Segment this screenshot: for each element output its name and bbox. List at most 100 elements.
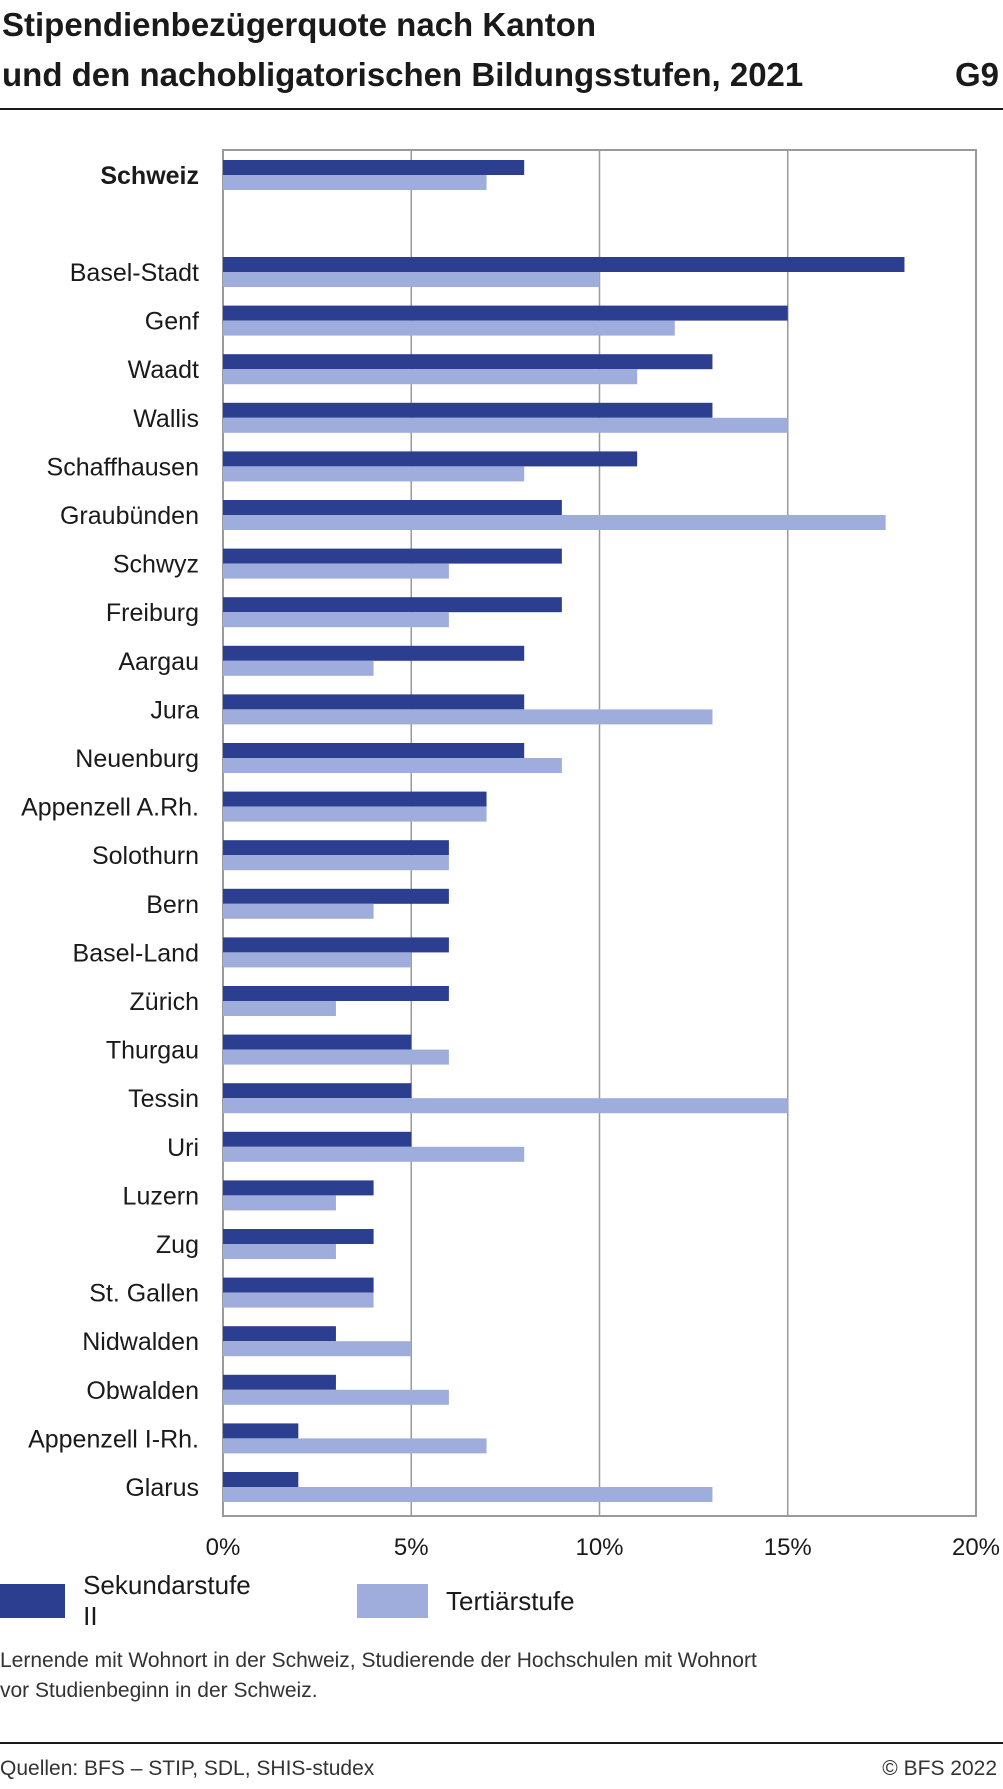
- category-label-9: Aargau: [118, 648, 199, 676]
- bar-sekundarstufe-23: [223, 1326, 336, 1342]
- bottom-divider: [0, 1742, 1003, 1744]
- bar-tertiaerstufe-6: [223, 515, 886, 530]
- category-label-6: Graubünden: [60, 502, 199, 530]
- bar-tertiaerstufe-22: [223, 1292, 374, 1308]
- category-label-2: Genf: [145, 308, 199, 336]
- copyright: © BFS 2022: [882, 1757, 997, 1780]
- bar-tertiaerstufe-4: [223, 417, 788, 433]
- bar-sekundarstufe-10: [223, 694, 525, 710]
- bar-sekundarstufe-12: [223, 791, 487, 807]
- top-divider: [0, 108, 1003, 110]
- bar-chart: Schweiz Basel-Stadt Genf Waadt Wallis Schaffh…: [21, 149, 1000, 1561]
- bar-tertiaerstufe-26: [223, 1487, 713, 1502]
- bar-tertiaerstufe-20: [223, 1195, 336, 1211]
- bar-sekundarstufe-8: [223, 597, 562, 613]
- category-label-19: Uri: [167, 1134, 199, 1162]
- bar-tertiaerstufe-21: [223, 1244, 336, 1259]
- bar-sekundarstufe-25: [223, 1423, 299, 1439]
- bar-tertiaerstufe-13: [223, 855, 449, 871]
- x-tick-label-3: 15%: [764, 1534, 812, 1561]
- x-tick-label-0: 0%: [206, 1534, 241, 1561]
- category-label-15: Basel-Land: [73, 939, 199, 967]
- category-label-10: Jura: [150, 696, 199, 724]
- category-label-8: Freiburg: [106, 599, 199, 627]
- chart-title: Stipendienbezügerquote nach Kanton und d…: [2, 0, 998, 100]
- bar-sekundarstufe-9: [223, 645, 525, 661]
- category-label-13: Solothurn: [92, 842, 199, 870]
- bar-sekundarstufe-16: [223, 986, 449, 1001]
- bar-tertiaerstufe-2: [223, 320, 675, 336]
- bar-tertiaerstufe-9: [223, 660, 374, 676]
- bar-sekundarstufe-13: [223, 840, 449, 856]
- bar-tertiaerstufe-10: [223, 709, 713, 725]
- category-label-4: Wallis: [133, 405, 199, 433]
- bar-sekundarstufe-1: [223, 257, 905, 272]
- bar-sekundarstufe-21: [223, 1229, 374, 1244]
- category-label-17: Thurgau: [106, 1037, 199, 1065]
- bar-sekundarstufe-14: [223, 888, 449, 904]
- bar-sekundarstufe-22: [223, 1277, 374, 1293]
- category-label-26: Glarus: [125, 1474, 199, 1502]
- bar-tertiaerstufe-14: [223, 903, 374, 919]
- bar-sekundarstufe-18: [223, 1083, 412, 1099]
- bar-sekundarstufe-20: [223, 1180, 374, 1196]
- bar-tertiaerstufe-19: [223, 1146, 525, 1162]
- bar-sekundarstufe-0: [223, 160, 525, 175]
- bar-tertiaerstufe-23: [223, 1341, 412, 1357]
- category-label-7: Schwyz: [113, 551, 199, 579]
- legend-item-sekundarstufe: Sekundarstufe II: [0, 1570, 257, 1631]
- bar-sekundarstufe-24: [223, 1374, 336, 1390]
- figure-code: G9: [954, 56, 999, 93]
- x-tick-label-2: 10%: [575, 1534, 623, 1561]
- bar-sekundarstufe-3: [223, 354, 713, 370]
- bar-tertiaerstufe-5: [223, 466, 525, 482]
- bar-sekundarstufe-19: [223, 1131, 412, 1147]
- category-label-14: Bern: [146, 891, 199, 919]
- source-note: Quellen: BFS – STIP, SDL, SHIS-studex: [0, 1757, 375, 1780]
- chart-note-line1: Lernende mit Wohnort in der Schweiz, Stu…: [0, 1649, 757, 1672]
- bar-tertiaerstufe-17: [223, 1049, 449, 1065]
- category-label-0: Schweiz: [100, 162, 199, 190]
- bar-tertiaerstufe-7: [223, 563, 449, 579]
- bar-tertiaerstufe-24: [223, 1389, 449, 1405]
- bar-tertiaerstufe-16: [223, 1001, 336, 1016]
- chart-title-line1: Stipendienbezügerquote nach Kanton: [2, 6, 597, 43]
- category-label-11: Neuenburg: [75, 745, 199, 773]
- bar-sekundarstufe-15: [223, 937, 449, 953]
- bar-tertiaerstufe-11: [223, 758, 562, 773]
- category-label-21: Zug: [156, 1231, 199, 1259]
- bar-tertiaerstufe-1: [223, 272, 600, 287]
- bar-sekundarstufe-4: [223, 402, 713, 418]
- category-label-18: Tessin: [128, 1085, 199, 1113]
- bar-tertiaerstufe-12: [223, 806, 487, 822]
- bar-tertiaerstufe-18: [223, 1098, 788, 1114]
- category-label-16: Zürich: [130, 988, 199, 1016]
- legend-swatch-sekundarstufe: [0, 1584, 66, 1618]
- bar-sekundarstufe-5: [223, 451, 638, 467]
- category-label-23: Nidwalden: [82, 1328, 199, 1356]
- bar-sekundarstufe-6: [223, 500, 562, 515]
- x-tick-label-4: 20%: [952, 1534, 1000, 1561]
- bar-tertiaerstufe-0: [223, 175, 487, 190]
- bar-sekundarstufe-17: [223, 1034, 412, 1050]
- bar-tertiaerstufe-15: [223, 952, 412, 968]
- chart-title-line2: und den nachobligatorischen Bildungsstuf…: [2, 56, 804, 93]
- category-label-24: Obwalden: [86, 1377, 199, 1405]
- legend-swatch-tertiaerstufe: [357, 1584, 428, 1618]
- category-label-5: Schaffhausen: [47, 453, 199, 481]
- chart-note-line2: vor Studienbeginn in der Schweiz.: [0, 1679, 318, 1702]
- bar-sekundarstufe-26: [223, 1472, 299, 1487]
- category-label-3: Waadt: [128, 356, 199, 384]
- x-tick-label-1: 5%: [394, 1534, 429, 1561]
- bar-sekundarstufe-7: [223, 548, 562, 564]
- bar-sekundarstufe-11: [223, 743, 525, 758]
- category-label-25: Appenzell I-Rh.: [28, 1425, 199, 1453]
- legend-label-sekundarstufe: Sekundarstufe II: [83, 1570, 251, 1631]
- bar-tertiaerstufe-25: [223, 1438, 487, 1454]
- bar-sekundarstufe-2: [223, 305, 788, 321]
- bar-tertiaerstufe-8: [223, 612, 449, 628]
- bar-tertiaerstufe-3: [223, 369, 638, 385]
- category-label-1: Basel-Stadt: [70, 259, 199, 287]
- category-label-20: Luzern: [123, 1182, 199, 1210]
- legend-label-tertiaerstufe: Tertiärstufe: [446, 1585, 575, 1616]
